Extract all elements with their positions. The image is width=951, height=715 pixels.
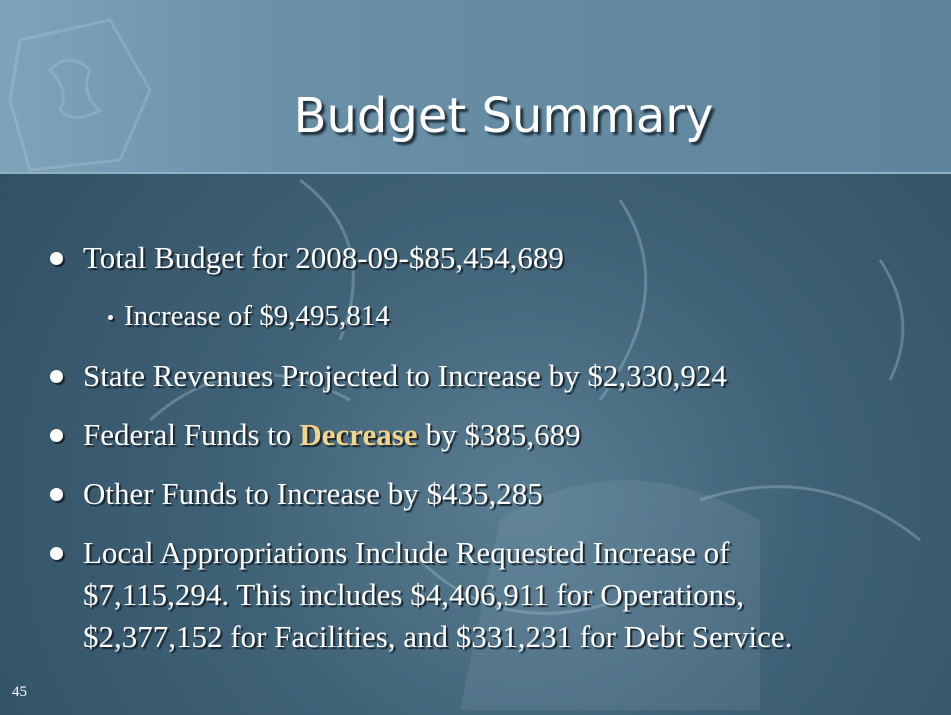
header-band [0,0,951,174]
bullet-dot [50,370,63,383]
sub-bullet-dot [108,315,113,320]
sub-bullet-text: Increase of $9,495,814 [124,300,390,332]
bullet-text: Total Budget for 2008-09-$85,454,689 [83,240,564,275]
bullet-text: Federal Funds to Decrease by $385,689 [83,414,923,456]
bullet-dot [50,488,63,501]
bullet-dot [50,429,63,442]
bullet-text: Local Appropriations Include Requested I… [83,535,793,654]
bullet-text: Other Funds to Increase by $435,285 [83,476,543,511]
highlight-text: Decrease [299,417,418,452]
bullet-text: State Revenues Projected to Increase by … [83,358,727,393]
bullet-dot [50,252,63,265]
slide-title: Budget Summary [293,88,714,144]
slide-number: 45 [12,684,27,700]
bullet-text-part: by $385,689 [425,417,581,452]
bullet-dot [50,547,63,560]
bullet-text-part: Federal Funds to [83,417,292,452]
